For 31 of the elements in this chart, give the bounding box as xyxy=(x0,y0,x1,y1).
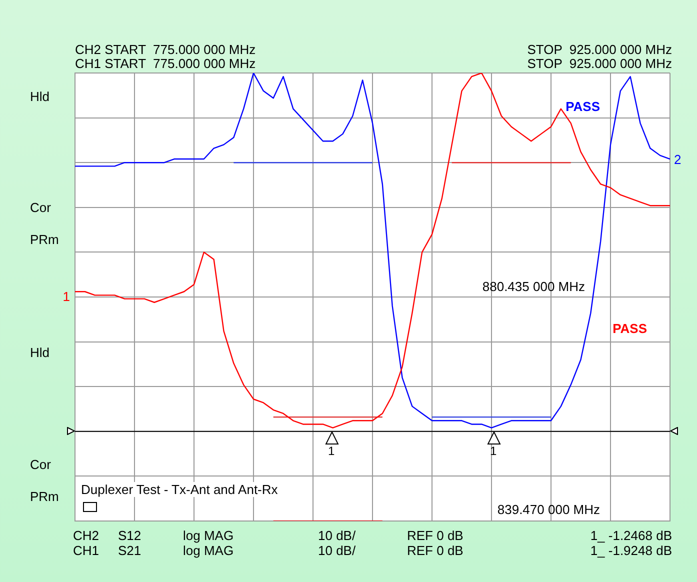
text: CH1 xyxy=(73,543,100,558)
text: REF 0 dB xyxy=(407,528,464,543)
text: log MAG xyxy=(183,528,234,543)
text: 1_ -1.2468 dB xyxy=(590,528,672,543)
annotation: PASS xyxy=(612,321,647,336)
text: 1_ -1.9248 dB xyxy=(590,543,672,558)
text: CH2 xyxy=(73,528,100,543)
text: PRm xyxy=(30,489,59,504)
annotation: 839.470 000 MHz xyxy=(497,502,600,517)
text: STOP 925.000 000 MHz xyxy=(527,56,672,71)
text: 1 xyxy=(62,289,70,304)
text: Cor xyxy=(30,200,51,215)
annotation: PASS xyxy=(566,99,600,114)
text: 10 dB/ xyxy=(318,543,356,558)
text: log MAG xyxy=(183,543,234,558)
text: 2 xyxy=(674,152,682,167)
text: Cor xyxy=(30,457,51,472)
text: CH1 START 775.000 000 MHz xyxy=(75,56,256,71)
text: S12 xyxy=(118,528,142,543)
text: REF 0 dB xyxy=(407,543,464,558)
annotation: 1 xyxy=(328,444,335,458)
text: Hld xyxy=(30,345,50,360)
text: PRm xyxy=(30,232,59,247)
text: CH2 START 775.000 000 MHz xyxy=(75,42,256,57)
text: S21 xyxy=(118,543,142,558)
annotation: 1 xyxy=(490,444,497,458)
text: 10 dB/ xyxy=(318,528,356,543)
annotation: Duplexer Test - Tx-Ant and Ant-Rx xyxy=(78,482,281,497)
text: STOP 925.000 000 MHz xyxy=(527,42,672,57)
annotation: 880.435 000 MHz xyxy=(482,279,585,294)
text: Hld xyxy=(30,89,50,104)
